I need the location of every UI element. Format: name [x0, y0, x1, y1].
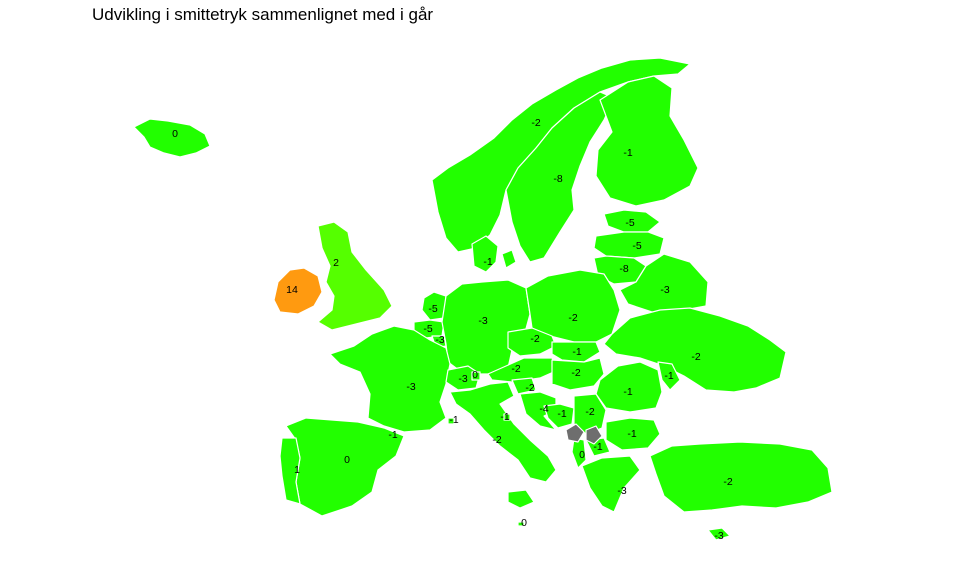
region-label-turkey: -2: [723, 476, 732, 488]
region-albania: [571, 437, 587, 469]
region-moldova: [657, 361, 681, 391]
region-czechia: [507, 327, 557, 357]
region-label-ukraine: -2: [691, 351, 700, 363]
region-label-switzerland: -3: [458, 373, 467, 385]
region-label-spain: 0: [344, 454, 350, 466]
region-malta: [517, 521, 525, 527]
region-label-slovenia: -2: [525, 382, 534, 394]
region-label-cyprus: -3: [714, 530, 723, 542]
region-label-united-kingdom: 2: [333, 257, 339, 269]
no-data-region-west: [565, 423, 585, 443]
region-label-netherlands: -5: [428, 303, 437, 315]
map-title: Udvikling i smittetryk sammenlignet med …: [92, 5, 434, 24]
region-spain: [285, 417, 405, 517]
region-croatia: [519, 391, 557, 431]
region-label-north-macedonia: -1: [593, 441, 602, 453]
region-finland: [595, 75, 699, 207]
region-ireland: [273, 267, 323, 315]
region-label-luxembourg: -3: [435, 334, 444, 346]
region-label-croatia: -4: [539, 403, 548, 415]
region-label-monaco: -1: [449, 414, 458, 426]
region-label-italy: -2: [492, 434, 501, 446]
region-label-lithuania: -8: [619, 263, 628, 275]
region-bulgaria: [605, 417, 661, 451]
region-label-poland: -2: [568, 312, 577, 324]
region-germany: [441, 279, 531, 375]
region-bosnia: [543, 403, 575, 429]
region-label-hungary: -2: [571, 367, 580, 379]
region-united-kingdom: [317, 221, 393, 331]
region-label-malta: 0: [521, 517, 527, 529]
region-latvia: [593, 231, 665, 259]
region-label-liechtenstein: 0: [472, 369, 478, 381]
region-label-iceland: 0: [172, 128, 178, 140]
region-denmark: [471, 235, 517, 273]
region-monaco: [447, 417, 455, 425]
region-label-belgium: -5: [423, 323, 432, 335]
region-ukraine: [603, 307, 787, 393]
region-label-romania: -1: [623, 386, 632, 398]
region-san-marino: [503, 413, 511, 421]
region-label-sweden: -8: [553, 173, 562, 185]
region-iceland: [133, 118, 211, 158]
region-label-serbia: -2: [585, 406, 594, 418]
region-sweden: [505, 91, 615, 263]
region-label-bulgaria: -1: [627, 428, 636, 440]
region-label-belarus: -3: [660, 284, 669, 296]
region-slovakia: [551, 341, 601, 363]
region-label-albania: 0: [579, 449, 585, 461]
region-label-germany: -3: [478, 315, 487, 327]
region-hungary: [551, 357, 605, 391]
region-label-latvia: -5: [632, 240, 641, 252]
region-label-slovakia: -1: [572, 346, 581, 358]
region-portugal: [279, 437, 301, 505]
region-label-estonia: -5: [625, 217, 634, 229]
region-label-france: -3: [406, 381, 415, 393]
region-label-denmark: -1: [483, 256, 492, 268]
region-label-moldova: -1: [664, 370, 673, 382]
region-slovenia: [511, 377, 537, 395]
region-label-czechia: -2: [530, 333, 539, 345]
region-label-norway: -2: [531, 117, 540, 129]
region-greece: [581, 455, 641, 513]
no-data-region-east: [585, 425, 603, 445]
region-label-austria: -2: [511, 363, 520, 375]
region-label-andorra: -1: [388, 429, 397, 441]
region-label-portugal: 1: [294, 464, 300, 476]
country-shapes: [133, 57, 833, 541]
region-liechtenstein: [471, 371, 481, 381]
region-label-ireland: 14: [286, 284, 298, 296]
region-estonia: [603, 209, 661, 233]
region-serbia: [573, 393, 607, 435]
region-turkey: [649, 441, 833, 513]
region-cyprus: [707, 527, 731, 541]
region-belarus: [619, 253, 709, 313]
region-italy: [449, 381, 557, 509]
region-label-greece: -3: [617, 485, 626, 497]
region-label-finland: -1: [623, 147, 632, 159]
region-label-san-marino: -1: [500, 411, 509, 423]
region-label-bosnia: -1: [557, 408, 566, 420]
region-france: [329, 325, 451, 433]
